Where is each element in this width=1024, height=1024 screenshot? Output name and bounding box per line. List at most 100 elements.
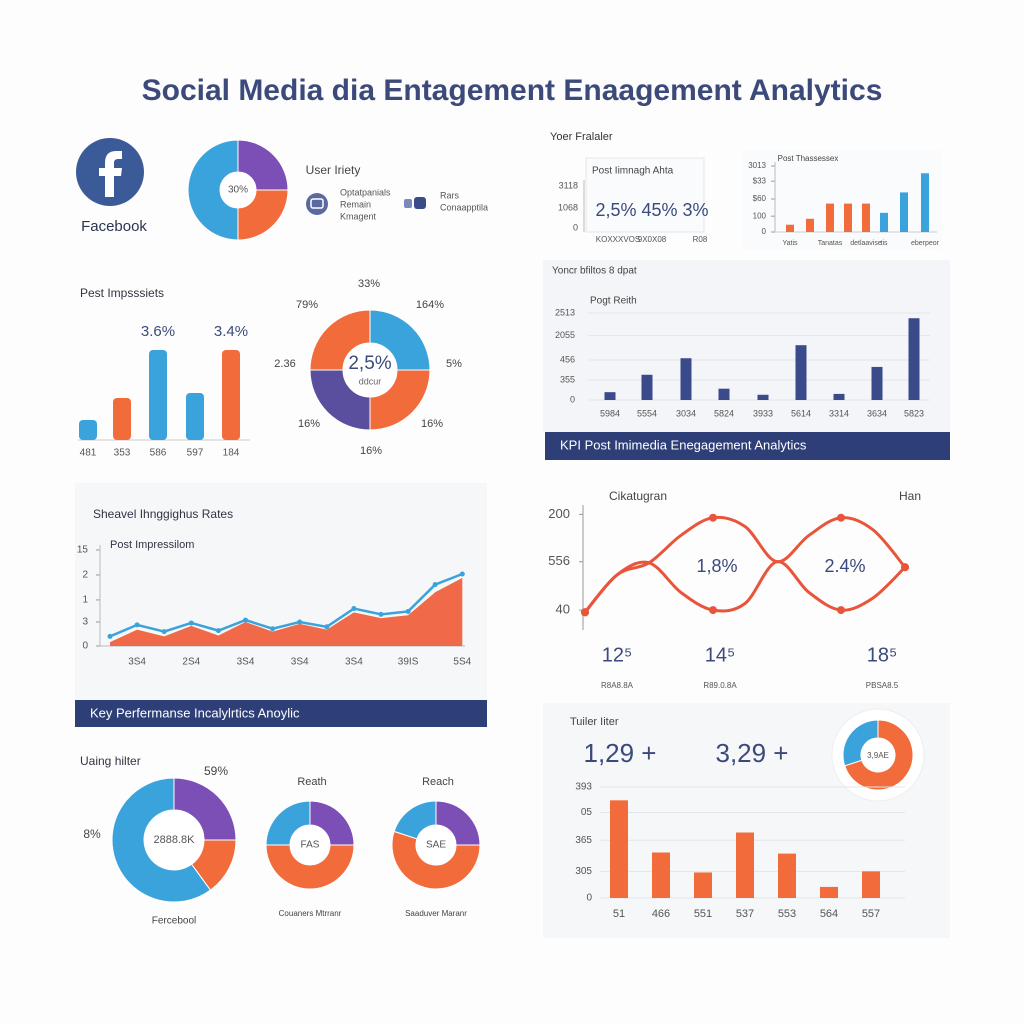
bar <box>778 853 796 898</box>
label: Yoncr bfiltos 8 dpat <box>552 266 637 277</box>
line-point <box>243 617 248 623</box>
bar <box>806 218 814 232</box>
bar <box>862 203 870 232</box>
x-tick-label: 3S4 <box>345 657 363 668</box>
bar <box>880 212 888 232</box>
panel-bg <box>543 260 950 432</box>
line-point <box>161 629 167 635</box>
kpi-figure: 1,29 + <box>583 738 656 768</box>
donut-label: 2.36 <box>274 358 295 370</box>
label: Post Thassessex <box>778 154 839 163</box>
y-tick-label: 456 <box>560 354 575 364</box>
x-tick-label: 5614 <box>791 408 811 418</box>
annotation: 3.4% <box>214 323 248 340</box>
x-tick-label: 3634 <box>867 408 887 418</box>
bar <box>871 366 883 400</box>
line-point <box>581 608 589 617</box>
x-tick-label: 5984 <box>600 408 620 418</box>
bar <box>79 420 97 440</box>
donut-label: 59% <box>204 764 228 778</box>
line-point <box>297 619 303 625</box>
bar <box>652 852 670 898</box>
donut-label: 5% <box>446 358 462 370</box>
x-tick-label: Yatis <box>782 240 798 247</box>
label: Facebook <box>81 218 147 235</box>
x-tick-label: 597 <box>187 448 204 459</box>
line-point <box>107 633 113 639</box>
line-point <box>378 611 384 617</box>
x-tick-label: 3S4 <box>128 657 146 668</box>
label: Pogt Reith <box>590 296 637 307</box>
x-sublabel: R89.0.8A <box>703 681 737 690</box>
label: Reach <box>422 776 454 788</box>
x-tick-label: 9X0X08 <box>638 235 667 244</box>
donut-hole <box>220 172 256 208</box>
line-point <box>270 626 276 632</box>
y-tick-label: 365 <box>575 835 592 846</box>
bar <box>908 318 920 400</box>
y-tick-label: 305 <box>575 866 592 877</box>
bar <box>718 388 730 400</box>
label: Tuiler Iiter <box>570 716 619 728</box>
bar <box>604 392 616 400</box>
panel-bg <box>742 150 942 250</box>
label: Couaners Mtrranr <box>279 909 342 918</box>
legend-icon <box>306 193 328 215</box>
bar <box>736 832 754 898</box>
bar <box>222 350 240 440</box>
donut-slice <box>187 139 239 241</box>
label: Pest Impsssiets <box>80 286 164 300</box>
y-tick-label: 3013 <box>748 161 766 170</box>
bar <box>149 350 167 440</box>
donut-hole <box>861 738 895 772</box>
legend-label: Remain <box>340 199 371 209</box>
label: User Iriety <box>306 163 361 177</box>
y-tick-label: 200 <box>548 506 570 521</box>
x-tick-label: 553 <box>778 908 796 920</box>
label: Saaduver Maranr <box>405 909 467 918</box>
x-tick-label: 564 <box>820 908 838 920</box>
line-point <box>837 606 845 615</box>
donut-slice <box>265 800 311 846</box>
x-tick-label: detlaavise <box>850 240 882 247</box>
y-tick-label: $33 <box>753 176 767 185</box>
donut-hole <box>144 810 204 870</box>
x-tick-label: 353 <box>114 448 131 459</box>
bar <box>113 398 131 440</box>
annotation: 1,8% <box>696 556 737 576</box>
x-tick-label: 551 <box>694 908 712 920</box>
label: SAE <box>426 840 446 851</box>
donut-slice <box>369 309 431 371</box>
donut-label: 33% <box>358 278 380 290</box>
x-tick-label: 2S4 <box>182 657 200 668</box>
bar <box>186 393 204 440</box>
annotation: 3.6% <box>141 323 175 340</box>
x-tick-label: 14⁵ <box>705 644 736 666</box>
line-point <box>709 606 717 615</box>
banner <box>545 432 950 460</box>
y-tick-label: 1068 <box>558 202 578 212</box>
banner-text: KPI Post Imimedia Enegagement Analytics <box>560 437 807 452</box>
x-tick-label: 3034 <box>676 408 696 418</box>
label: Post Impressilom <box>110 539 194 551</box>
label: Post Iimnagh Ahta <box>592 166 674 177</box>
kpi-figure: 3,29 + <box>715 738 788 768</box>
x-tick-label: 586 <box>150 448 167 459</box>
x-sublabel: R8A8.8A <box>601 681 634 690</box>
y-tick-label: 393 <box>575 782 592 793</box>
x-tick-label: 51 <box>613 908 625 920</box>
y-tick-label: 355 <box>560 374 575 384</box>
x-tick-label: 466 <box>652 908 670 920</box>
panel-bg <box>75 483 487 700</box>
x-tick-label: 481 <box>80 448 97 459</box>
y-tick-label: 3118 <box>559 180 578 190</box>
line <box>583 560 907 614</box>
bar <box>786 224 794 232</box>
y-tick-label: 100 <box>753 211 767 220</box>
x-tick-label: 5823 <box>904 408 924 418</box>
panel-frame <box>585 157 705 233</box>
line-point <box>215 628 221 634</box>
bar <box>757 394 769 400</box>
line-point <box>351 606 357 612</box>
